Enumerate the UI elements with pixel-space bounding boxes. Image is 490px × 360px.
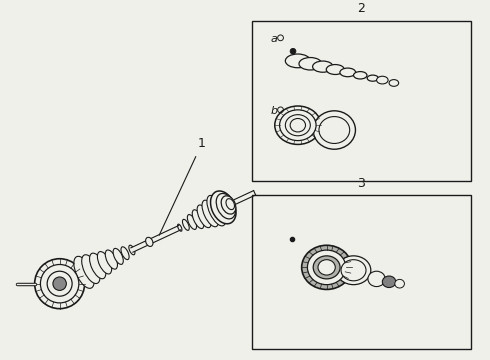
Ellipse shape [353, 72, 367, 79]
Ellipse shape [90, 253, 106, 279]
Ellipse shape [313, 61, 333, 72]
Ellipse shape [319, 117, 350, 144]
Bar [252, 195, 471, 349]
Ellipse shape [98, 252, 112, 274]
Ellipse shape [382, 276, 396, 288]
Ellipse shape [318, 260, 335, 275]
Ellipse shape [221, 196, 236, 214]
Ellipse shape [285, 54, 310, 68]
Ellipse shape [35, 259, 85, 309]
Ellipse shape [192, 210, 204, 229]
Ellipse shape [105, 250, 118, 269]
Ellipse shape [226, 199, 235, 210]
Text: 1: 1 [198, 137, 206, 150]
Ellipse shape [177, 224, 182, 231]
Ellipse shape [211, 191, 236, 224]
Ellipse shape [47, 271, 72, 296]
Ellipse shape [182, 219, 189, 230]
Ellipse shape [313, 256, 340, 279]
Ellipse shape [216, 193, 236, 219]
Ellipse shape [299, 58, 321, 70]
Text: 2: 2 [357, 2, 365, 15]
Ellipse shape [82, 255, 100, 284]
Ellipse shape [187, 215, 196, 229]
Ellipse shape [74, 256, 94, 288]
Text: 3: 3 [357, 176, 365, 190]
Ellipse shape [40, 265, 79, 303]
Ellipse shape [202, 200, 219, 227]
Polygon shape [131, 225, 181, 252]
Ellipse shape [341, 260, 366, 281]
Text: a: a [271, 33, 278, 44]
Ellipse shape [129, 245, 135, 255]
Ellipse shape [395, 279, 404, 288]
Ellipse shape [302, 245, 352, 289]
Ellipse shape [326, 64, 344, 75]
Ellipse shape [207, 195, 226, 226]
Circle shape [290, 48, 296, 54]
Ellipse shape [389, 80, 399, 86]
Ellipse shape [313, 111, 355, 149]
Ellipse shape [275, 106, 321, 144]
Ellipse shape [307, 250, 346, 285]
Ellipse shape [336, 256, 371, 285]
Bar [252, 21, 471, 181]
Ellipse shape [340, 68, 356, 77]
Ellipse shape [121, 247, 129, 260]
Ellipse shape [53, 277, 66, 291]
Ellipse shape [367, 75, 378, 81]
Ellipse shape [113, 248, 123, 264]
Ellipse shape [285, 114, 310, 136]
Ellipse shape [368, 271, 385, 287]
Ellipse shape [280, 110, 316, 141]
Ellipse shape [377, 76, 388, 84]
Ellipse shape [146, 237, 153, 247]
Ellipse shape [197, 205, 211, 228]
Ellipse shape [290, 118, 305, 132]
Text: b: b [271, 105, 278, 116]
